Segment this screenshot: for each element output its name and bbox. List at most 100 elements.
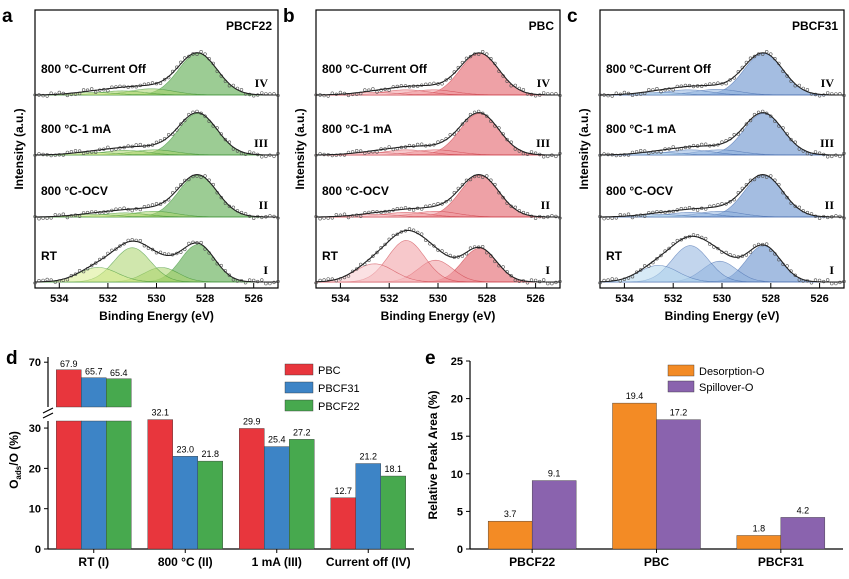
y-axis-label: Intensity (a.u.) xyxy=(577,108,591,189)
legend-label: Spillover-O xyxy=(699,382,754,394)
condition-label: 800 °C-Current Off xyxy=(606,62,712,76)
condition-label: 800 °C-OCV xyxy=(41,184,108,198)
bar-data-label: 67.9 xyxy=(60,359,78,369)
bar-data-label: 1.8 xyxy=(753,523,766,533)
panel-a: a PBCF22 534 532 530 528 526 Binding Energy (eV… xyxy=(2,6,280,323)
y-tick-label: 15 xyxy=(451,431,463,443)
y-tick-label: 70 xyxy=(29,357,41,369)
bar xyxy=(264,446,290,550)
bar-data-label: 65.4 xyxy=(110,368,128,378)
trace-roman-label: IV xyxy=(255,76,269,90)
fit-envelope-line xyxy=(600,174,844,218)
x-tick-label: 530 xyxy=(147,293,165,305)
bar-upper-part xyxy=(81,377,107,408)
x-category-label: 1 mA (III) xyxy=(252,555,302,569)
bar xyxy=(736,535,782,550)
x-tick-label: 526 xyxy=(810,293,828,305)
panel-letter: a xyxy=(2,6,13,27)
plot-frame xyxy=(315,9,561,289)
fit-envelope-line xyxy=(599,235,844,283)
bar xyxy=(239,428,265,550)
spectrum-trace: 800 °C-Current Off IV xyxy=(598,50,846,98)
bar-data-label: 65.7 xyxy=(85,367,103,377)
x-category-label: PBCF22 xyxy=(509,555,555,569)
bar xyxy=(147,419,173,550)
legend-swatch xyxy=(284,399,314,412)
spectrum-trace: 800 °C-OCV II xyxy=(314,174,562,221)
fit-envelope-line xyxy=(35,240,278,283)
y-tick-label: 5 xyxy=(457,506,463,518)
condition-label: RT xyxy=(322,249,339,263)
bar xyxy=(656,419,701,550)
panel-title: PBC xyxy=(529,19,555,33)
trace-roman-label: III xyxy=(820,136,834,150)
bar-data-label: 25.4 xyxy=(268,435,286,445)
spectrum-trace: 800 °C-1 mA III xyxy=(314,109,562,159)
x-tick-label: 534 xyxy=(331,293,350,305)
y-tick-label: 0 xyxy=(457,544,463,556)
x-category-label: RT (I) xyxy=(78,555,109,569)
y-tick-label: 20 xyxy=(29,463,41,475)
bar xyxy=(355,463,381,550)
trace-roman-label: II xyxy=(541,198,551,212)
x-axis-label: Binding Energy (eV) xyxy=(665,309,780,323)
x-tick-label: 528 xyxy=(762,293,780,305)
y-axis-label: Intensity (a.u.) xyxy=(293,108,307,189)
y-tick-label: 20 xyxy=(451,394,463,406)
legend-label: Desorption-O xyxy=(699,366,765,378)
condition-label: 800 °C-1 mA xyxy=(606,122,676,136)
fit-envelope-line xyxy=(35,174,278,218)
bar xyxy=(172,456,198,550)
spectrum-trace: 800 °C-1 mA III xyxy=(598,109,846,159)
panel-e: e 0 5 10 15 20 25 Relative Peak Area (%) PBCF22 3… xyxy=(425,348,843,569)
y-tick-label: 30 xyxy=(29,423,41,435)
x-axis-label: Binding Energy (eV) xyxy=(99,309,214,323)
legend-swatch xyxy=(667,364,695,377)
y-axis-label: Intensity (a.u.) xyxy=(12,108,26,189)
bar-upper-part xyxy=(106,378,132,408)
bar-data-label: 21.2 xyxy=(359,452,377,462)
plot-frame xyxy=(34,9,279,289)
fit-envelope-line xyxy=(315,229,560,283)
x-category-label: PBC xyxy=(644,555,670,569)
legend-label: PBCF22 xyxy=(318,401,360,413)
fit-envelope-line xyxy=(600,52,844,96)
trace-roman-label: III xyxy=(254,136,268,150)
panel-letter: c xyxy=(567,6,578,27)
x-tick-label: 532 xyxy=(664,293,682,305)
bar xyxy=(380,475,406,550)
bar-data-label: 17.2 xyxy=(670,408,688,418)
bar-lower-part xyxy=(56,420,82,550)
bar xyxy=(197,460,223,550)
x-tick-label: 528 xyxy=(478,293,496,305)
trace-roman-label: II xyxy=(259,198,269,212)
y-axis-label: Oads/O (%) xyxy=(7,431,23,489)
bar-lower-part xyxy=(106,420,132,550)
bar-data-label: 32.1 xyxy=(151,408,169,418)
x-category-label: PBCF31 xyxy=(758,555,804,569)
bar-data-label: 18.1 xyxy=(384,464,402,474)
panel-letter: d xyxy=(6,348,18,369)
condition-label: 800 °C-1 mA xyxy=(41,122,111,136)
bar-data-label: 29.9 xyxy=(243,416,261,426)
panel-letter: e xyxy=(425,348,436,369)
y-tick-label: 0 xyxy=(35,544,41,556)
axis-break-marker xyxy=(42,407,54,419)
bar xyxy=(289,439,315,550)
fit-envelope-line xyxy=(35,112,278,156)
x-tick-label: 534 xyxy=(615,293,634,305)
spectrum-trace: 800 °C-OCV II xyxy=(598,174,846,221)
condition-label: 800 °C-Current Off xyxy=(322,62,428,76)
bar-lower-part xyxy=(81,420,107,550)
trace-roman-label: I xyxy=(545,263,550,277)
bar-upper-part xyxy=(56,369,82,408)
x-tick-label: 532 xyxy=(99,293,117,305)
panel-b: b PBC 534 532 530 528 526 Binding Energy (eV) In… xyxy=(283,6,562,323)
spectrum-trace: RT I xyxy=(598,233,846,286)
x-tick-label: 528 xyxy=(196,293,214,305)
fit-envelope-line xyxy=(35,52,278,96)
fit-envelope-line xyxy=(316,174,560,218)
trace-roman-label: I xyxy=(263,263,268,277)
bar-data-label: 3.7 xyxy=(504,509,517,519)
fit-envelope-line xyxy=(316,52,560,96)
